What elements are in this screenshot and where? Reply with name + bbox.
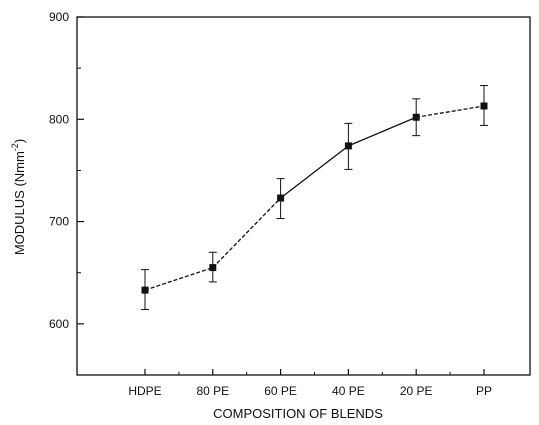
y-axis-title-superscript: -2 — [10, 143, 20, 151]
y-tick-label: 700 — [49, 215, 69, 229]
y-axis-title: MODULUS (Nmm-2) — [10, 139, 27, 255]
x-axis: HDPE 80 PE 60 PE 40 PE 20 PE PP — [128, 369, 492, 398]
x-tick-label: 40 PE — [332, 384, 365, 398]
x-tick-label: HDPE — [128, 384, 161, 398]
data-point — [480, 102, 488, 110]
data-point — [209, 264, 217, 272]
series-segment — [416, 105, 485, 118]
x-tick-label: 60 PE — [264, 384, 297, 398]
y-axis-title-main: MODULUS (Nmm — [12, 151, 27, 255]
series-segment — [280, 145, 349, 199]
x-tick-label: 20 PE — [400, 384, 433, 398]
series-segment — [212, 197, 282, 269]
data-point — [277, 194, 285, 202]
x-tick-label: 80 PE — [196, 384, 229, 398]
x-axis-title: COMPOSITION OF BLENDS — [213, 406, 383, 421]
y-tick-label: 600 — [49, 317, 69, 331]
plot-border — [76, 16, 531, 376]
data-point — [344, 142, 352, 150]
error-bars — [141, 85, 488, 311]
y-tick-label: 900 — [49, 10, 69, 24]
series-segment — [348, 116, 417, 147]
data-point — [141, 286, 149, 294]
y-tick-label: 800 — [49, 112, 69, 126]
y-axis: 600 700 800 900 — [49, 10, 84, 376]
x-tick-label: PP — [476, 384, 492, 398]
data-points — [141, 102, 488, 294]
series-line — [144, 105, 485, 291]
plot-frame — [76, 16, 531, 376]
data-point — [412, 113, 420, 121]
series-segment — [144, 266, 214, 291]
y-axis-title-close: ) — [12, 139, 27, 143]
